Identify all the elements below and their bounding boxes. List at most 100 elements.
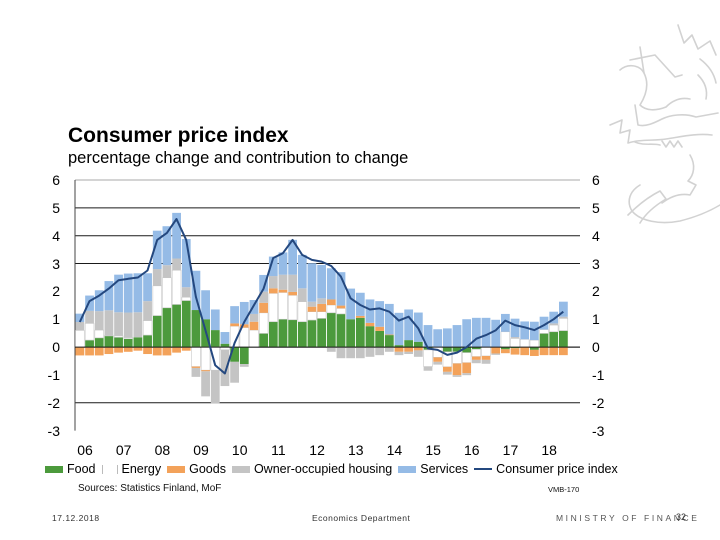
bar-goods — [85, 347, 94, 356]
bar-owner-occupied-housing — [172, 258, 181, 271]
bar-goods — [433, 357, 443, 362]
bar-energy — [249, 329, 259, 348]
page-number: 32 — [676, 512, 687, 522]
bar-goods — [365, 322, 375, 327]
bar-energy — [191, 346, 201, 367]
bar-food — [288, 319, 298, 348]
bar-services — [336, 272, 346, 306]
bar-goods — [191, 366, 201, 368]
legend-swatch-cpi — [474, 468, 493, 470]
bar-owner-occupied-housing — [491, 353, 501, 355]
bar-goods — [529, 349, 539, 356]
bar-owner-occupied-housing — [259, 291, 268, 303]
bar-food — [172, 304, 181, 348]
x-tick-label-year: 14 — [386, 442, 403, 458]
bar-goods — [520, 347, 530, 356]
bar-food — [375, 330, 385, 348]
legend-label-food: Food — [67, 462, 96, 476]
legend-item-housing: Owner-occupied housing — [231, 462, 392, 476]
y-tick-label-left: 5 — [52, 199, 60, 216]
bar-food — [452, 347, 462, 352]
bar-food — [94, 337, 104, 348]
bar-owner-occupied-housing — [181, 287, 191, 298]
bar-services — [75, 313, 85, 323]
bar-energy — [113, 335, 124, 338]
bar-services — [230, 306, 239, 324]
bar-food — [162, 307, 172, 348]
bar-goods — [510, 348, 520, 355]
bar-food — [230, 347, 239, 362]
bar-energy — [500, 331, 511, 348]
bar-goods — [549, 347, 559, 356]
bar-owner-occupied-housing — [133, 312, 143, 338]
bar-owner-occupied-housing — [384, 347, 394, 352]
bar-owner-occupied-housing — [94, 311, 104, 331]
bar-goods — [278, 289, 288, 293]
bar-food — [259, 333, 268, 348]
bar-goods — [452, 363, 462, 376]
bar-owner-occupied-housing — [326, 347, 336, 352]
bar-services — [181, 239, 191, 288]
bar-energy — [510, 338, 520, 348]
bar-owner-occupied-housing — [210, 370, 220, 404]
chart-title: Consumer price index — [68, 124, 289, 147]
bar-food — [114, 337, 123, 348]
bar-food — [317, 318, 327, 348]
bar-services — [559, 301, 568, 317]
bar-goods — [462, 362, 472, 374]
bar-energy — [461, 352, 472, 363]
y-tick-label-right: -3 — [592, 422, 605, 439]
chart-legend: Food Energy Goods Owner-occupied housing… — [45, 461, 624, 477]
bar-goods — [404, 347, 414, 352]
footer-department: Economics Department — [312, 513, 411, 523]
bar-services — [500, 313, 510, 332]
bar-energy — [520, 338, 530, 348]
y-tick-label-right: 5 — [592, 199, 600, 216]
bar-food — [297, 321, 307, 348]
bar-owner-occupied-housing — [317, 298, 327, 304]
bar-energy — [529, 339, 540, 348]
bar-goods — [201, 370, 210, 372]
bar-food — [539, 333, 549, 348]
bar-food — [394, 345, 404, 348]
bar-owner-occupied-housing — [239, 364, 249, 367]
bar-owner-occupied-housing — [471, 359, 481, 364]
bar-energy — [171, 269, 182, 305]
bar-energy — [423, 349, 433, 367]
bar-goods — [336, 305, 346, 309]
bar-owner-occupied-housing — [191, 367, 201, 377]
bar-food — [559, 330, 568, 348]
bar-owner-occupied-housing — [278, 274, 288, 290]
x-tick-label-year: 06 — [77, 442, 93, 458]
bar-goods — [94, 347, 104, 356]
chart-code: VMB-170 — [548, 485, 580, 494]
crown-icon — [677, 24, 717, 56]
bar-goods — [181, 347, 191, 351]
bar-food — [152, 315, 162, 348]
bar-goods — [384, 334, 394, 336]
bar-owner-occupied-housing — [452, 375, 462, 377]
bar-goods — [355, 315, 365, 318]
bar-goods — [114, 347, 123, 353]
bar-food — [549, 331, 559, 348]
bar-food — [529, 347, 539, 350]
footer-date: 17.12.2018 — [52, 513, 100, 523]
bar-owner-occupied-housing — [288, 274, 298, 292]
bar-owner-occupied-housing — [230, 361, 239, 383]
bar-goods — [491, 347, 501, 354]
bar-owner-occupied-housing — [346, 347, 356, 359]
bar-owner-occupied-housing — [152, 269, 162, 286]
legend-item-services: Services — [398, 462, 468, 476]
bar-goods — [249, 321, 259, 331]
bar-food — [404, 340, 414, 348]
bar-owner-occupied-housing — [297, 288, 307, 302]
bar-services — [423, 325, 433, 348]
bar-group — [75, 212, 569, 404]
legend-swatch-goods — [167, 465, 186, 473]
bar-goods — [123, 347, 133, 352]
bar-owner-occupied-housing — [510, 337, 520, 339]
bar-energy — [326, 304, 336, 314]
y-tick-label-right: 3 — [592, 255, 600, 272]
bar-energy — [549, 324, 559, 333]
legend-label-goods: Goods — [189, 462, 226, 476]
